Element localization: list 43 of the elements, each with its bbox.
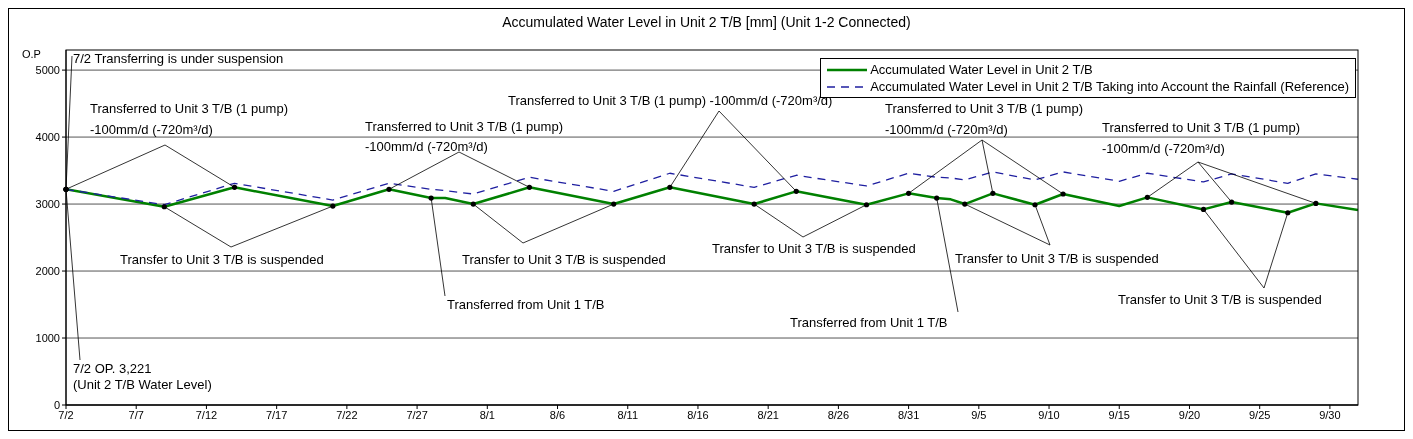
annotation: Transferred from Unit 1 T/B: [790, 315, 948, 330]
x-tick-label: 8/1: [479, 408, 495, 421]
x-tick-label: 8/21: [757, 408, 779, 421]
x-tick-label: 7/12: [195, 408, 218, 421]
annotation: Transferred to Unit 3 T/B (1 pump) -100mm/d (-720m³/d): [508, 93, 833, 108]
legend-label: Accumulated Water Level in Unit 2 T/B Taking into Account the Rainfall (Reference): [870, 79, 1349, 94]
annotation: 7/2 Transferring is under suspension: [73, 51, 284, 66]
y-tick-label: 4000: [35, 130, 60, 143]
annotation: Transfer to Unit 3 T/B is suspended: [955, 251, 1159, 266]
annotation: Transferred to Unit 3 T/B (1 pump) -100mm/d (-720m³/d): [885, 101, 1083, 137]
x-tick-label: 9/25: [1248, 408, 1271, 421]
x-tick-label: 7/22: [336, 408, 358, 421]
x-tick-label: 7/2: [58, 408, 74, 421]
x-tick-label: 7/17: [265, 408, 288, 421]
annotation: Transfer to Unit 3 T/B is suspended: [120, 252, 324, 267]
annotation: Transfer to Unit 3 T/B is suspended: [712, 241, 916, 256]
y-axis-title: O.P: [22, 48, 41, 60]
x-tick-label: 8/11: [617, 408, 639, 421]
x-tick-label: 8/6: [549, 408, 566, 421]
x-tick-label: 9/20: [1178, 408, 1201, 421]
x-tick-label: 7/7: [128, 408, 144, 421]
x-tick-label: 8/31: [897, 408, 920, 421]
x-tick-label: 8/16: [687, 408, 709, 421]
annotation: Transferred from Unit 1 T/B: [447, 297, 605, 312]
x-tick-label: 8/26: [827, 408, 850, 421]
x-tick-label: 9/5: [971, 408, 987, 421]
x-tick-label: 9/15: [1108, 408, 1130, 421]
y-tick-label: 5000: [35, 64, 60, 76]
y-tick-label: 0: [53, 398, 60, 411]
annotation: Transfer to Unit 3 T/B is suspended: [1118, 292, 1322, 307]
annotation: Transfer to Unit 3 T/B is suspended: [462, 252, 666, 267]
x-tick-label: 9/30: [1319, 408, 1341, 421]
legend-label: Accumulated Water Level in Unit 2 T/B: [870, 62, 1093, 77]
annotation: 7/2 OP. 3,221 (Unit 2 T/B Water Level): [73, 361, 212, 392]
annotation: Transferred to Unit 3 T/B (1 pump) -100mm/d (-720m³/d): [365, 119, 563, 154]
chart-title: Accumulated Water Level in Unit 2 T/B [mm] (Unit 1-2 Connected): [502, 14, 911, 30]
y-tick-label: 2000: [35, 264, 60, 277]
y-tick-label: 3000: [35, 197, 60, 210]
annotation: Transferred to Unit 3 T/B (1 pump) -100mm/d (-720m³/d): [90, 101, 288, 137]
annotation: Transferred to Unit 3 T/B (1 pump) -100mm/d (-720m³/d): [1102, 120, 1300, 156]
x-tick-label: 9/10: [1038, 408, 1060, 421]
x-tick-label: 7/27: [406, 408, 428, 421]
y-tick-label: 1000: [35, 331, 60, 344]
